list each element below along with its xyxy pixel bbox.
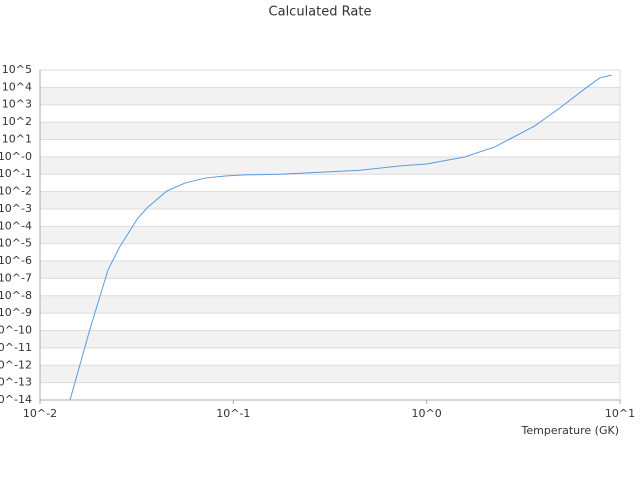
grid-band — [40, 295, 620, 314]
y-tick-label: 10^-7 — [0, 271, 32, 284]
grid-band — [40, 261, 620, 279]
x-tick-label: 10^-1 — [216, 407, 250, 420]
y-tick-label: 10^3 — [2, 98, 32, 111]
y-tick-label: 10^-0 — [0, 150, 32, 163]
x-axis-label: Temperature (GK) — [521, 424, 620, 437]
chart-title: Calculated Rate — [269, 5, 372, 20]
grid-band — [40, 122, 620, 140]
grid-band — [40, 226, 620, 244]
y-tick-label: 10^2 — [2, 115, 32, 128]
grid-band — [40, 330, 620, 348]
y-tick-label: 10^-12 — [0, 358, 32, 371]
y-tick-label: 10^-13 — [0, 376, 32, 389]
y-tick-label: 10^-4 — [0, 219, 32, 232]
y-tick-label: 10^-2 — [0, 185, 32, 198]
y-tick-label: 10^-6 — [0, 254, 32, 267]
x-tick-label: 10^0 — [412, 407, 442, 420]
y-tick-label: 10^5 — [2, 63, 32, 76]
y-tick-label: 10^-3 — [0, 202, 32, 215]
y-tick-label: 10^-9 — [0, 306, 32, 319]
grid-band — [40, 365, 620, 383]
x-tick-label: 10^1 — [605, 407, 635, 420]
y-tick-label: 10^1 — [2, 132, 32, 145]
y-tick-label: 10^-8 — [0, 289, 32, 302]
data-line — [69, 74, 612, 400]
y-tick-label: 10^4 — [2, 80, 32, 93]
grid-band — [40, 87, 620, 105]
grid-band — [40, 156, 620, 175]
y-tick-label: 10^-11 — [0, 341, 32, 354]
y-tick-label: 10^-10 — [0, 324, 32, 337]
grid-band — [40, 191, 620, 209]
y-tick-label: 10^-1 — [0, 167, 32, 180]
y-tick-label: 10^-5 — [0, 237, 32, 250]
y-tick-label: 10^-14 — [0, 393, 32, 406]
x-tick-label: 10^-2 — [23, 407, 57, 420]
